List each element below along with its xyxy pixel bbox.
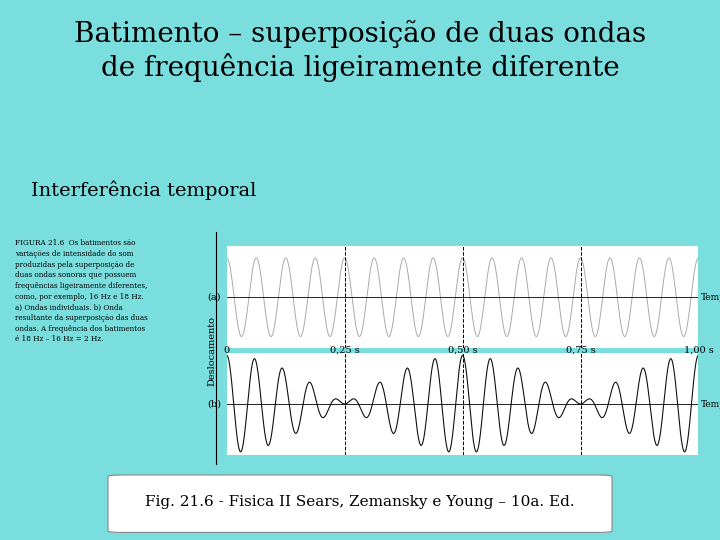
Text: 0,25 s: 0,25 s	[330, 346, 359, 355]
Text: 0: 0	[224, 346, 230, 355]
Text: Interferência temporal: Interferência temporal	[31, 181, 257, 200]
Text: FIGURA 21.6  Os batimentos são
variações de intensidade do som
produzidas pela s: FIGURA 21.6 Os batimentos são variações …	[15, 239, 148, 343]
Text: Deslocamento: Deslocamento	[207, 315, 217, 386]
Text: (a): (a)	[207, 293, 221, 302]
Text: Tempo: Tempo	[701, 400, 720, 409]
Text: (b): (b)	[207, 400, 221, 409]
Text: 1,00 s: 1,00 s	[683, 346, 714, 355]
Text: 0,75 s: 0,75 s	[566, 346, 595, 355]
FancyBboxPatch shape	[108, 475, 612, 532]
Text: Batimento – superposição de duas ondas
de frequência ligeiramente diferente: Batimento – superposição de duas ondas d…	[74, 20, 646, 82]
Text: Tempo: Tempo	[701, 293, 720, 302]
Text: Fig. 21.6 - Fisica II Sears, Zemansky e Young – 10a. Ed.: Fig. 21.6 - Fisica II Sears, Zemansky e …	[145, 495, 575, 509]
Text: 0,50 s: 0,50 s	[448, 346, 477, 355]
